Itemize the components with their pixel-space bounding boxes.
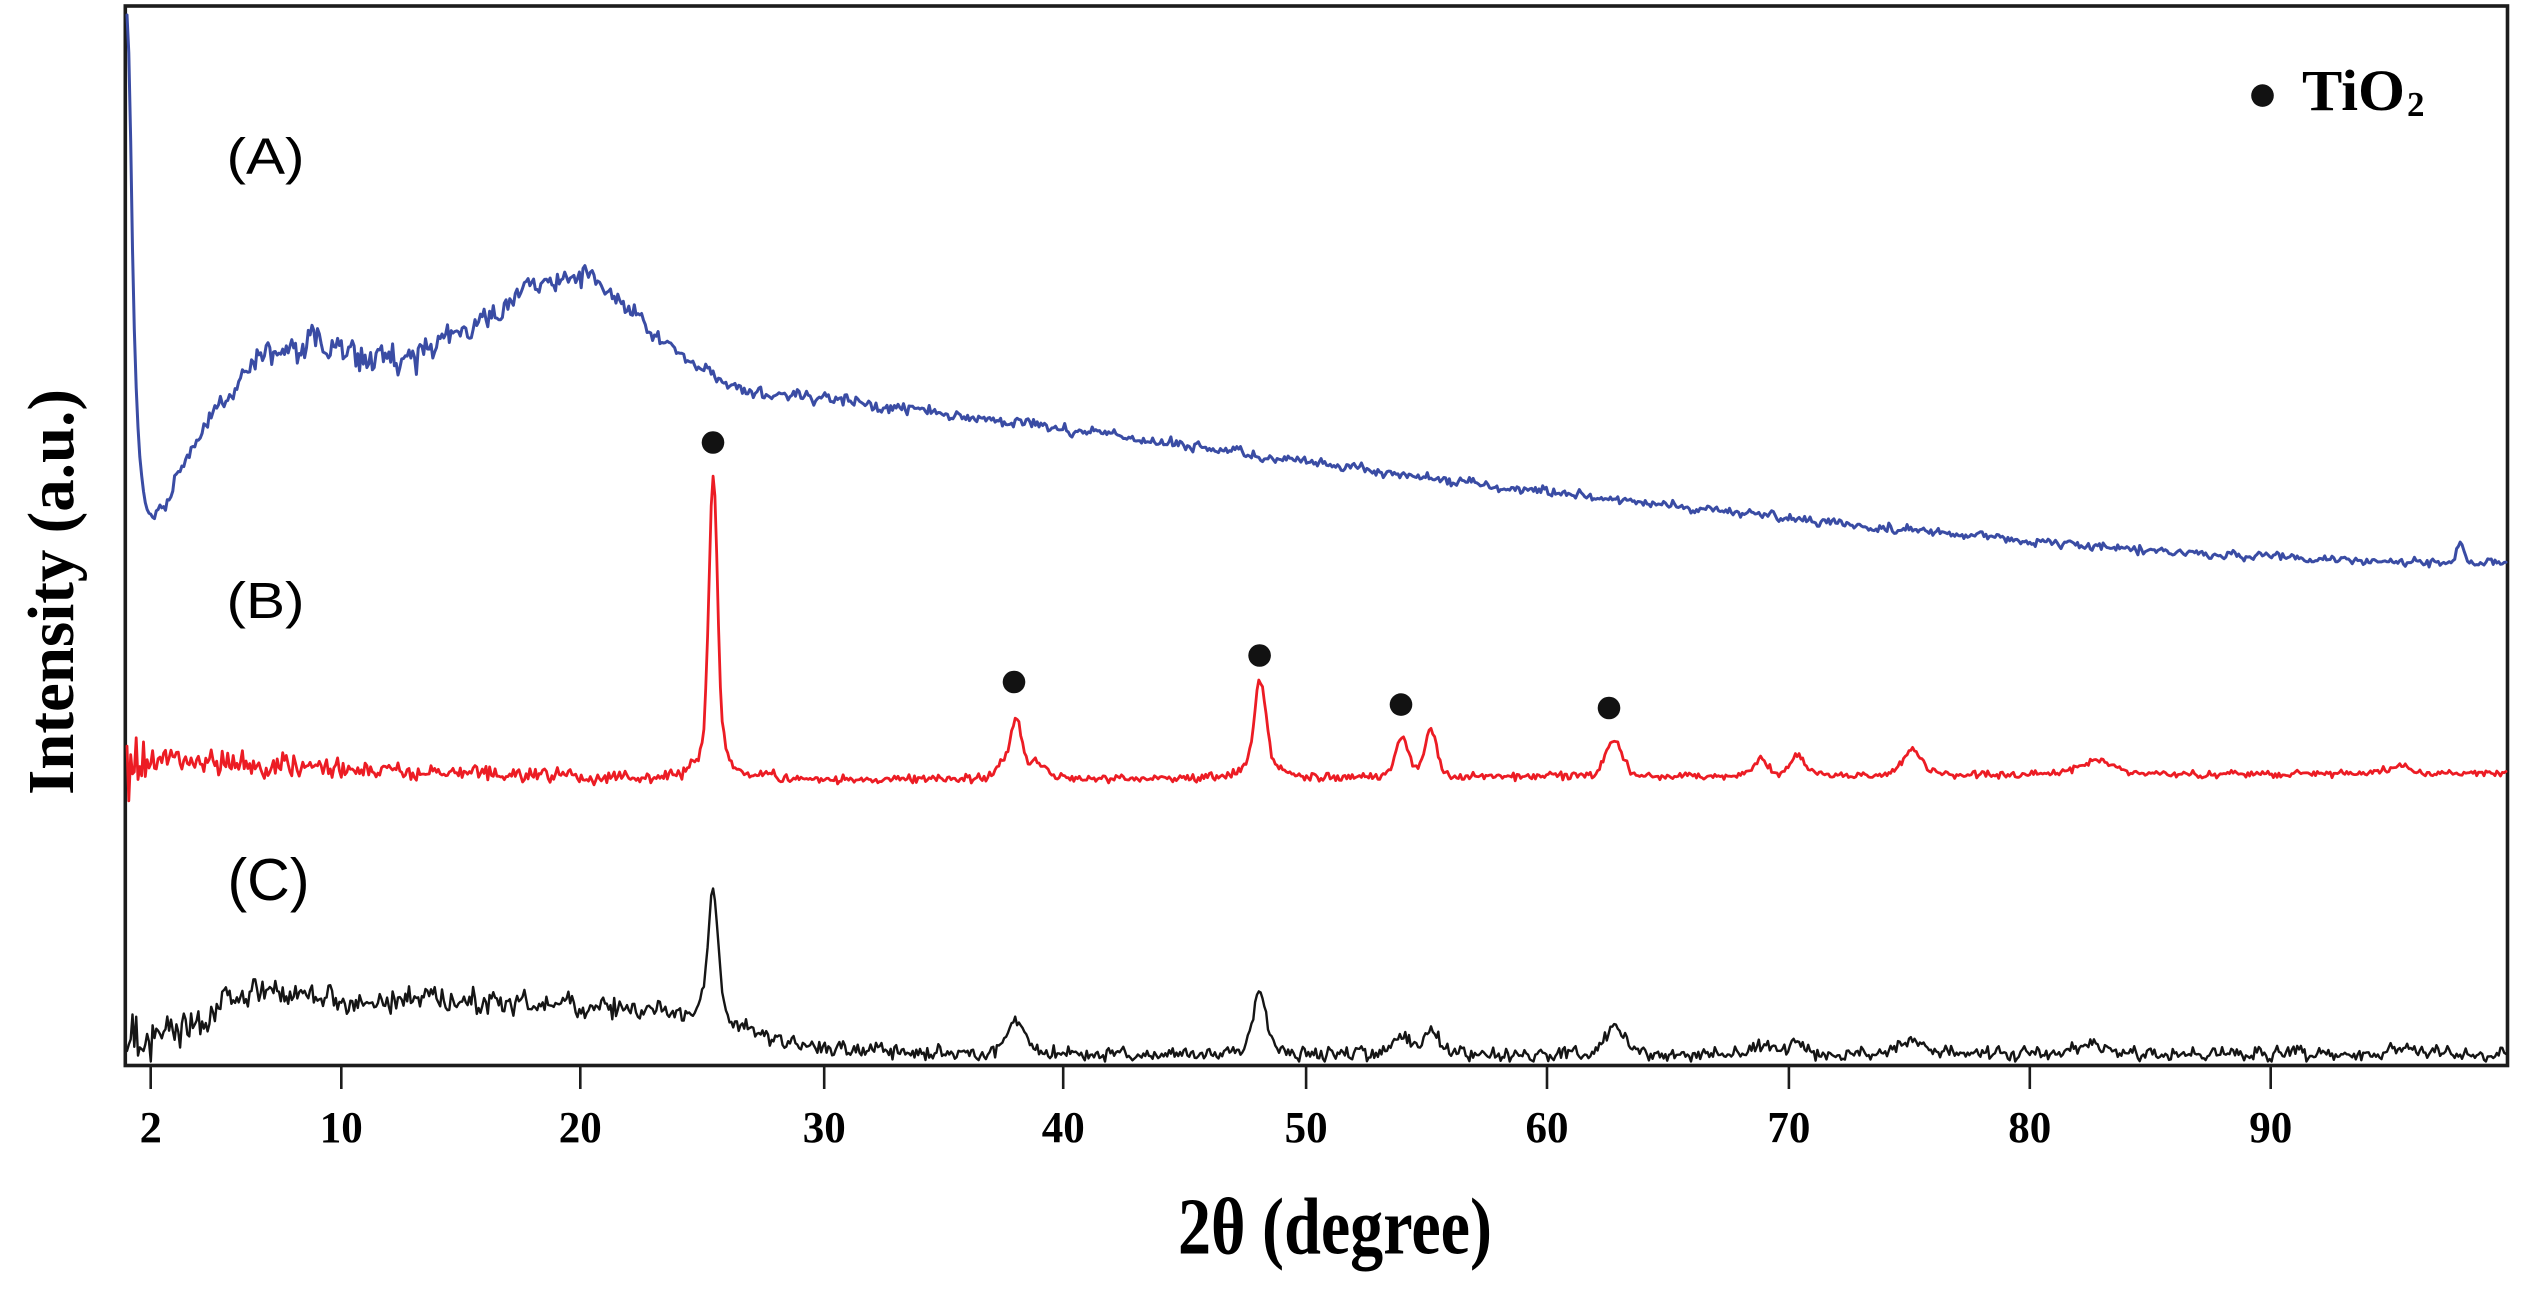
svg-text:50: 50 xyxy=(1285,1102,1328,1152)
svg-text:Intensity (a.u.): Intensity (a.u.) xyxy=(15,389,88,795)
svg-text:90: 90 xyxy=(2249,1102,2292,1152)
svg-text:2θ (degree): 2θ (degree) xyxy=(1178,1184,1492,1272)
svg-text:(C): (C) xyxy=(228,847,310,913)
svg-text:10: 10 xyxy=(320,1102,363,1152)
svg-text:(A): (A) xyxy=(227,128,305,185)
svg-text:30: 30 xyxy=(803,1102,846,1152)
svg-text:60: 60 xyxy=(1526,1102,1569,1152)
svg-text:(B): (B) xyxy=(227,572,305,629)
svg-text:40: 40 xyxy=(1042,1102,1085,1152)
svg-text:20: 20 xyxy=(559,1102,602,1152)
svg-text:80: 80 xyxy=(2008,1102,2051,1152)
svg-text:TiO: TiO xyxy=(2302,58,2405,123)
svg-text:70: 70 xyxy=(1767,1102,1810,1152)
svg-text:2: 2 xyxy=(2407,85,2425,124)
svg-text:2: 2 xyxy=(140,1102,162,1152)
